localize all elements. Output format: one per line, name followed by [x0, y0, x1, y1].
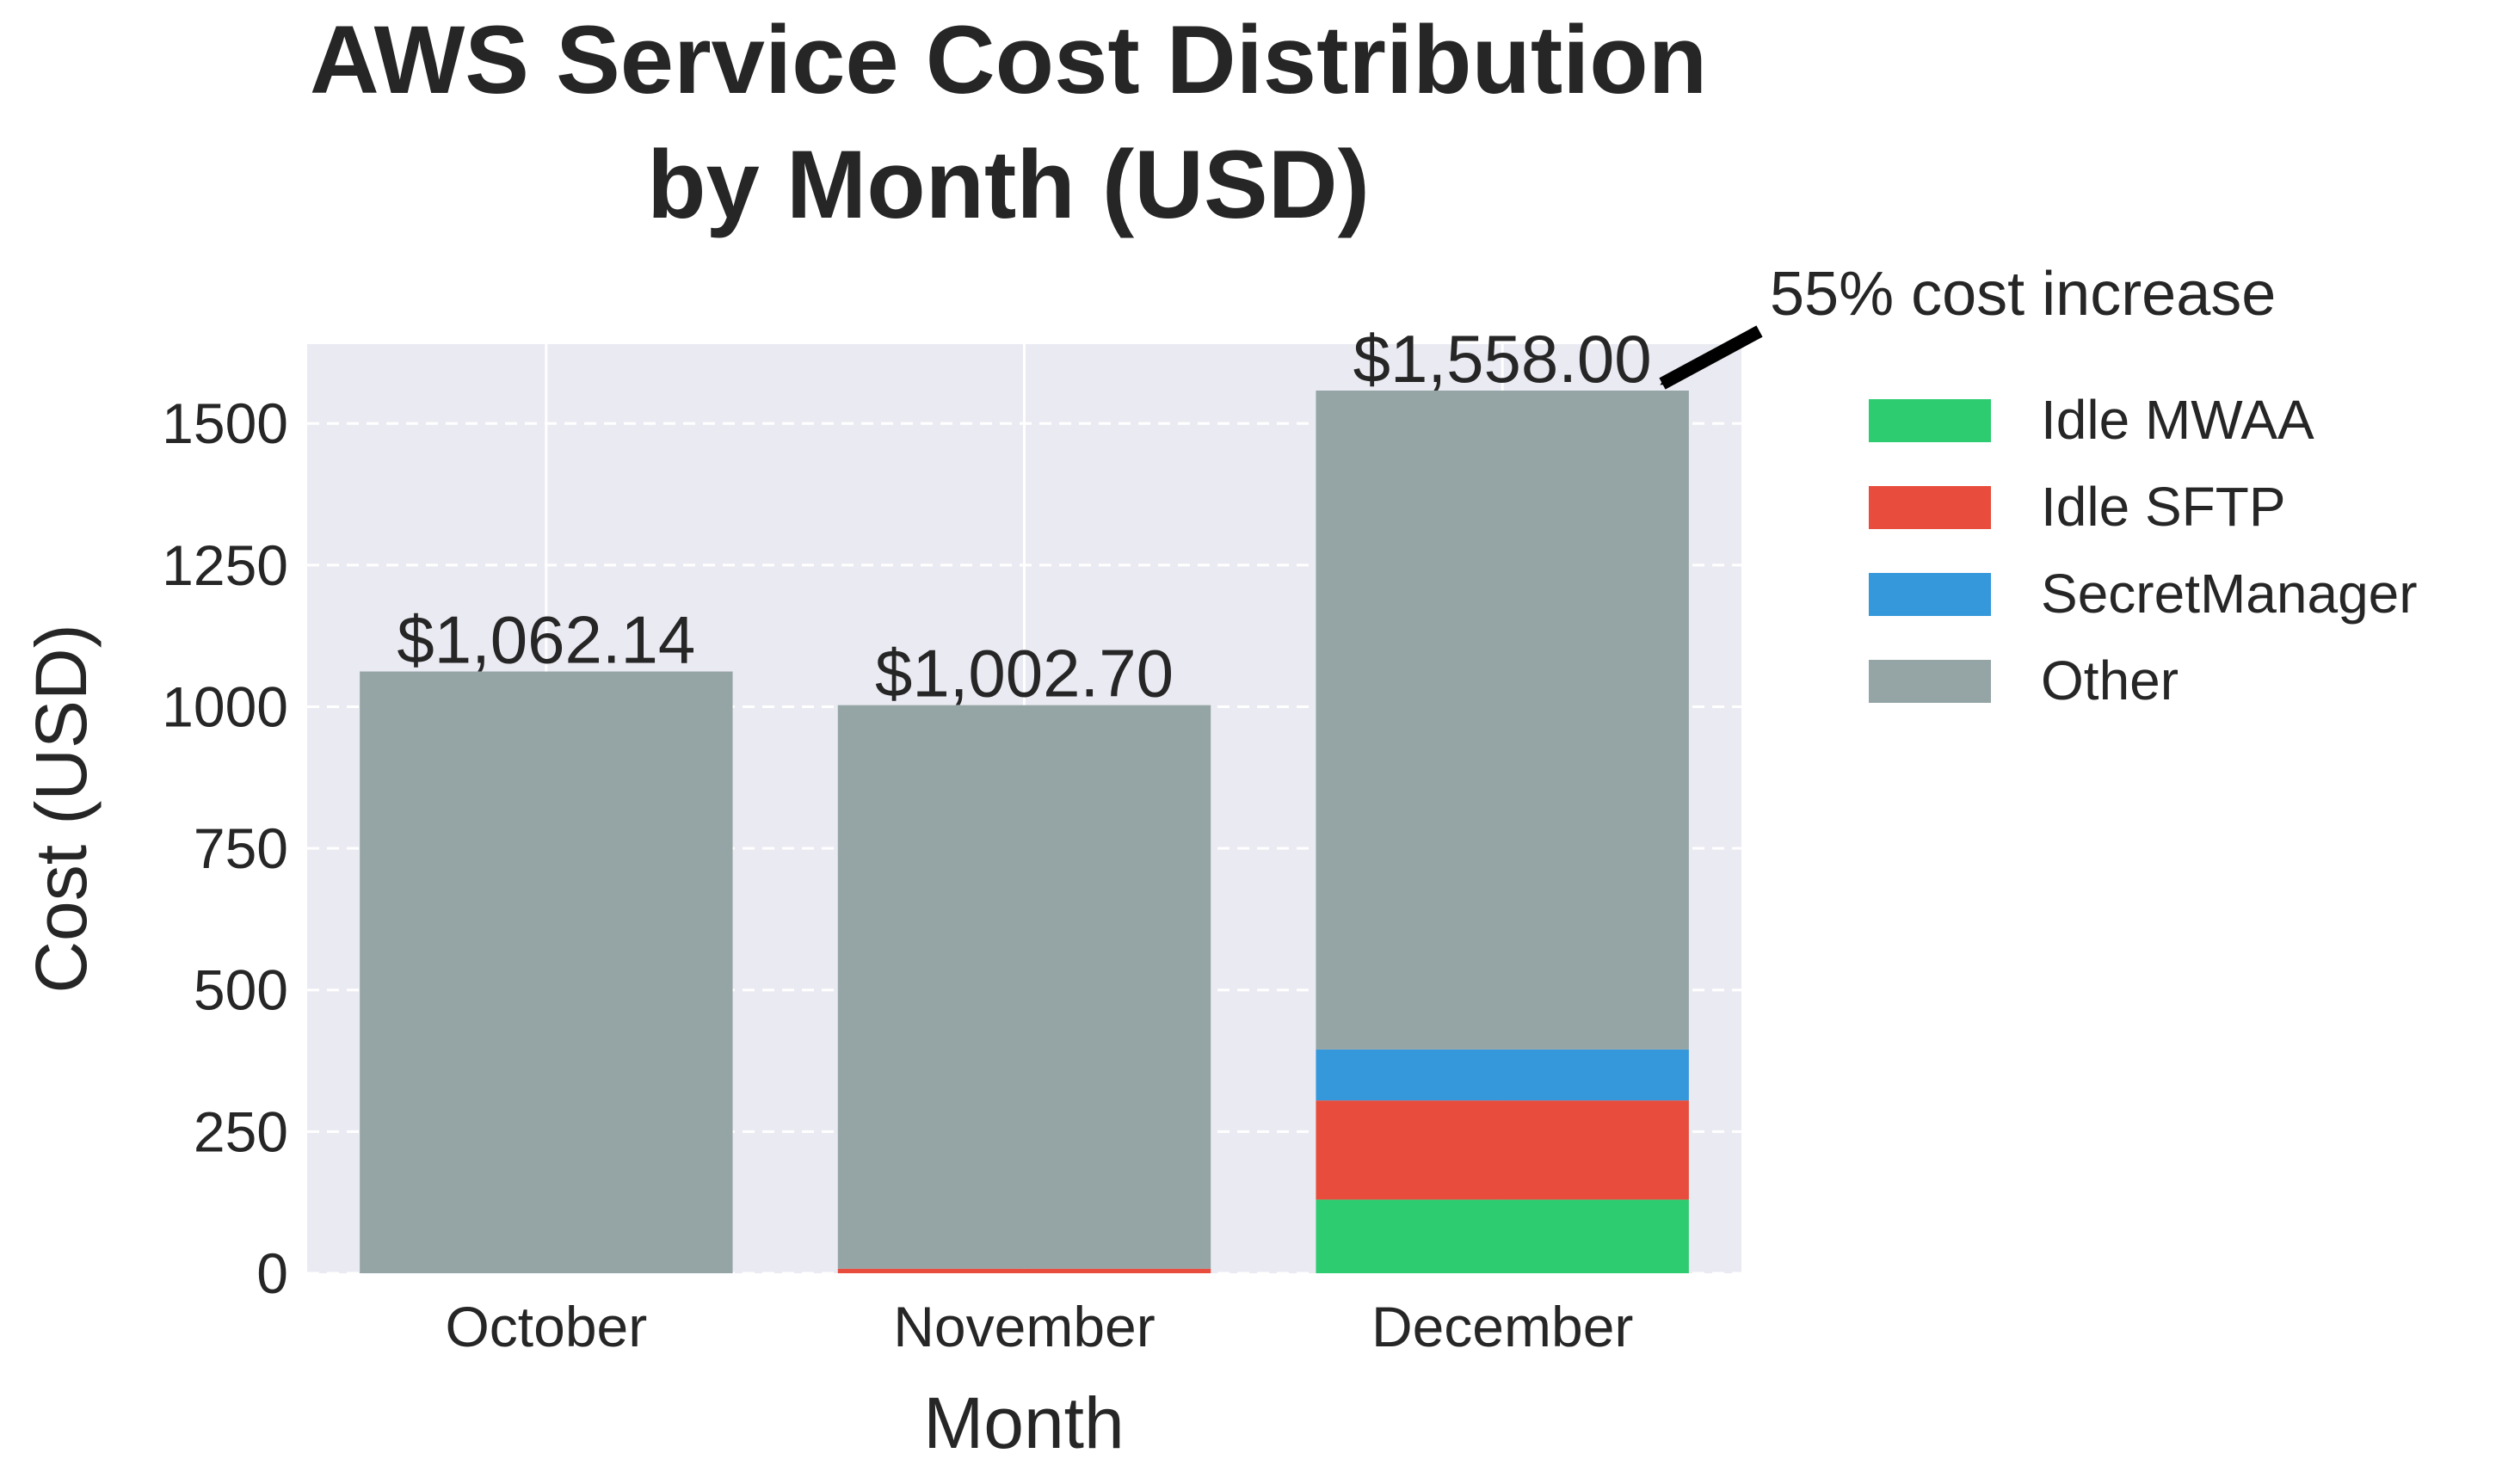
y-tick-label: 500: [194, 958, 288, 1022]
chart-title-line-1: AWS Service Cost Distribution: [310, 6, 1707, 114]
legend-swatch: [1869, 660, 1991, 703]
annotation-arrow: [1659, 325, 1763, 390]
annotation: 55% cost increase: [1659, 260, 2276, 390]
legend-item-secretmanager: SecretManager: [1869, 563, 2418, 625]
y-tick-label: 750: [194, 816, 288, 880]
y-tick-label: 0: [256, 1241, 288, 1305]
bar-segment-other-october: [360, 671, 733, 1273]
bar-segment-idle-mwaa-december: [1316, 1199, 1689, 1273]
legend-item-other: Other: [1869, 650, 2179, 711]
bar-segment-secretmanager-december: [1316, 1049, 1689, 1101]
y-tick-label: 1250: [162, 533, 288, 597]
y-tick-label: 250: [194, 1099, 288, 1163]
legend-label: SecretManager: [2041, 563, 2418, 625]
legend-label: Idle SFTP: [2041, 476, 2286, 538]
bar-segment-other-december: [1316, 391, 1689, 1050]
y-axis-label: Cost (USD): [21, 624, 102, 993]
annotation-text: 55% cost increase: [1770, 260, 2276, 329]
total-labels: $1,062.14 $1,002.70 $1,558.00: [397, 321, 1651, 711]
legend-swatch: [1869, 573, 1991, 616]
bars: [360, 391, 1689, 1273]
y-tick-label: 1500: [162, 391, 288, 455]
chart-title: AWS Service Cost Distribution by Month (…: [310, 6, 1707, 238]
chart-title-line-2: by Month (USD): [647, 131, 1370, 238]
total-value-label: $1,062.14: [397, 602, 695, 678]
x-tick-label: December: [1371, 1295, 1633, 1358]
bar-segment-other-november: [837, 705, 1211, 1269]
legend-item-idle-sftp: Idle SFTP: [1869, 476, 2286, 538]
bar-segment-idle-sftp-december: [1316, 1100, 1689, 1200]
x-axis-label: Month: [923, 1382, 1124, 1463]
total-value-label: $1,558.00: [1353, 321, 1652, 397]
x-tick-label: October: [445, 1295, 647, 1358]
tick-labels: 0 250 500 750 1000 1250 1500 October November Dec…: [162, 391, 1633, 1358]
total-value-label: $1,002.70: [875, 636, 1174, 711]
bar-segment-idle-sftp-november: [837, 1268, 1211, 1273]
y-tick-label: 1000: [162, 674, 288, 738]
legend-label: Other: [2041, 650, 2179, 711]
legend: Idle MWAA Idle SFTP SecretManager Other: [1869, 389, 2418, 711]
x-tick-label: November: [893, 1295, 1155, 1358]
legend-label: Idle MWAA: [2041, 389, 2314, 451]
legend-swatch: [1869, 399, 1991, 442]
legend-swatch: [1869, 486, 1991, 529]
legend-item-idle-mwaa: Idle MWAA: [1869, 389, 2314, 451]
